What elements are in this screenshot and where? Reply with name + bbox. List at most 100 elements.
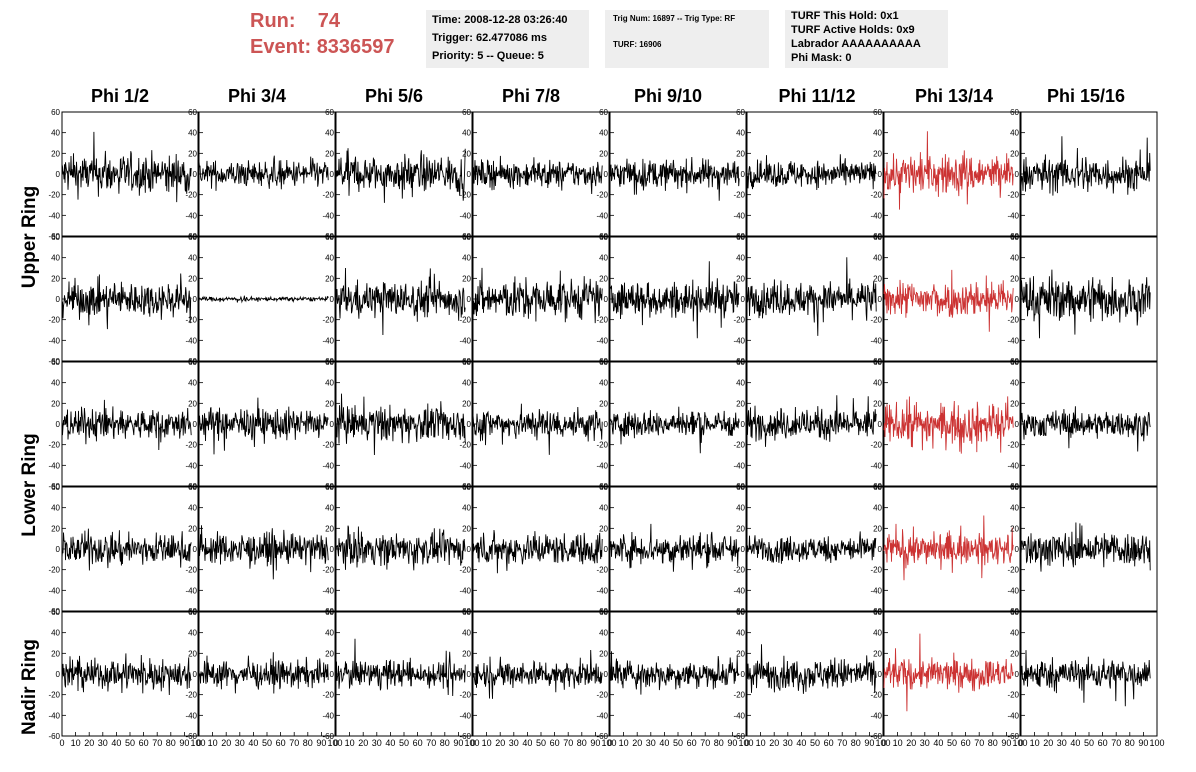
y-tick-label: 60 [599,608,608,617]
y-tick-label: -60 [48,482,60,491]
y-tick-label: -20 [459,691,471,700]
x-tick-label: 10 [71,738,81,748]
x-tick-label: 60 [961,738,971,748]
waveform-trace [746,395,877,447]
x-tick-label: 100 [190,738,205,748]
y-tick-label: -40 [322,211,334,220]
x-tick-label: 0 [196,738,201,748]
y-tick-label: -40 [733,586,745,595]
y-tick-label: 20 [1010,149,1019,158]
y-tick-label: -40 [596,461,608,470]
x-tick-label: 30 [646,738,656,748]
y-tick-label: -60 [48,607,60,616]
x-tick-label: 30 [235,738,245,748]
waveform-trace [472,649,603,699]
y-tick-label: 60 [51,608,60,617]
waveform-trace [1020,522,1151,572]
y-tick-label: 20 [873,399,882,408]
y-tick-label: 0 [878,170,883,179]
y-tick-label: -40 [596,211,608,220]
x-tick-label: 20 [84,738,94,748]
x-tick-label: 100 [327,738,342,748]
y-tick-label: 20 [736,274,745,283]
x-tick-label: 20 [221,738,231,748]
x-tick-label: 0 [470,738,475,748]
y-tick-label: 40 [51,254,60,263]
waveform-trace [746,644,877,694]
waveform-trace [1020,650,1151,707]
y-tick-label: -40 [870,586,882,595]
y-tick-label: 20 [873,649,882,658]
y-tick-label: 20 [1010,524,1019,533]
y-tick-label: 20 [325,649,334,658]
y-tick-label: 60 [325,108,334,117]
x-tick-label: 60 [687,738,697,748]
y-tick-label: 0 [1015,420,1020,429]
y-tick-label: -20 [1007,316,1019,325]
y-tick-label: -40 [322,586,334,595]
y-tick-label: 60 [462,233,471,242]
waveform-trace [198,295,329,304]
y-tick-label: 20 [325,274,334,283]
waveform-trace [61,399,192,451]
y-tick-label: 0 [193,420,198,429]
y-tick-label: 0 [330,170,335,179]
y-tick-label: -20 [733,316,745,325]
y-tick-label: -20 [1007,441,1019,450]
turf-hold-text: TURF This Hold: 0x1 [791,10,899,22]
y-tick-label: 40 [188,504,197,513]
y-tick-label: 0 [604,295,609,304]
x-tick-label: 80 [577,738,587,748]
x-tick-label: 60 [550,738,560,748]
y-tick-label: 60 [325,608,334,617]
y-tick-label: 0 [193,670,198,679]
waveform-trace [472,529,603,574]
waveform-trace [335,525,466,571]
x-tick-label: 70 [837,738,847,748]
x-tick-label: 10 [345,738,355,748]
y-tick-label: -40 [48,211,60,220]
labrador-text: Labrador AAAAAAAAAA [791,38,921,50]
y-tick-label: -40 [733,336,745,345]
y-tick-label: 40 [51,129,60,138]
y-tick-label: 40 [51,629,60,638]
waveform-trace [609,156,740,201]
y-tick-label: 60 [599,483,608,492]
y-tick-label: 60 [51,108,60,117]
y-tick-label: 40 [599,504,608,513]
y-tick-label: 0 [330,420,335,429]
y-tick-label: -40 [870,711,882,720]
y-tick-label: 60 [736,608,745,617]
y-tick-label: 20 [462,399,471,408]
x-tick-label: 90 [1138,738,1148,748]
waveform-trace [746,257,877,336]
y-tick-label: 0 [878,420,883,429]
y-tick-label: -20 [596,691,608,700]
waveform-trace [335,267,466,336]
y-tick-label: -40 [459,586,471,595]
x-tick-label: 60 [413,738,423,748]
y-tick-label: 40 [873,629,882,638]
x-tick-label: 50 [1084,738,1094,748]
y-tick-label: -20 [870,566,882,575]
y-tick-label: 60 [188,483,197,492]
waveform-trace [198,155,329,191]
y-tick-label: 0 [56,170,61,179]
column-header: Phi 11/12 [778,86,856,106]
y-tick-label: 40 [599,379,608,388]
x-tick-label: 60 [139,738,149,748]
y-tick-label: 40 [325,629,334,638]
x-tick-label: 10 [482,738,492,748]
y-tick-label: -20 [322,566,334,575]
y-tick-label: 0 [741,545,746,554]
y-tick-label: 20 [325,399,334,408]
x-tick-label: 20 [358,738,368,748]
x-tick-label: 70 [426,738,436,748]
y-tick-label: 60 [1010,233,1019,242]
x-tick-label: 30 [509,738,519,748]
